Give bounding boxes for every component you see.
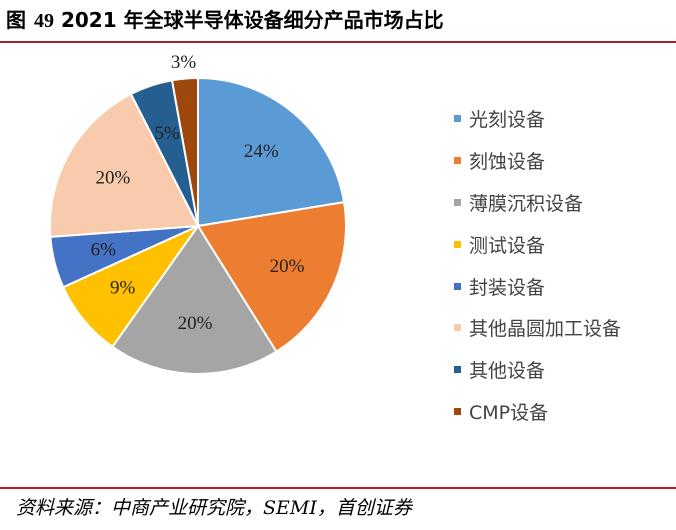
pie-slice-6: [49, 92, 200, 238]
legend-swatch-4: [454, 240, 461, 248]
legend-swatch-5: [454, 282, 461, 290]
legend-label-6: 其他晶圆加工设备: [469, 318, 622, 341]
pie-chart: 24% 20% 20% 9% 6% 20% 5% 3%: [49, 52, 347, 375]
pie-slices: [49, 76, 347, 375]
pie-labels: 24% 20% 20% 9% 6% 20% 5% 3%: [91, 52, 305, 334]
figure-label: 图: [6, 8, 26, 32]
pie-label-2: 20%: [270, 256, 305, 277]
pie-slice-2: [196, 201, 347, 353]
pie-label-8: 3%: [171, 52, 197, 73]
legend-item-7: 其他设备: [454, 349, 621, 391]
pie-label-3: 20%: [178, 313, 213, 334]
legend-item-2: 刻蚀设备: [454, 140, 621, 182]
chart-title: 图 49 2021 年全球半导体设备细分产品市场占比: [6, 4, 444, 33]
legend-swatch-6: [454, 324, 461, 332]
legend-item-4: 测试设备: [454, 223, 621, 265]
legend-label-3: 薄膜沉积设备: [469, 192, 584, 215]
pie-slice-3: [111, 224, 278, 375]
figure-title-text: 2021 年全球半导体设备细分产品市场占比: [60, 8, 444, 32]
legend-label-5: 封装设备: [469, 276, 546, 299]
legend-swatch-3: [454, 198, 461, 206]
pie-label-5: 6%: [91, 240, 117, 261]
legend-label-2: 刻蚀设备: [469, 151, 546, 174]
legend: 光刻设备刻蚀设备薄膜沉积设备 测试设备封装设备其他晶圆加工设备 其他设备 CMP设备: [454, 98, 621, 432]
pie-slice-8: [170, 76, 199, 227]
legend-swatch-8: [454, 407, 461, 415]
legend-swatch-2: [454, 157, 461, 165]
title-divider: [0, 41, 676, 43]
source-note: 资料来源：中商产业研究院，SEMI，首创证券: [16, 497, 412, 519]
pie-label-1: 24%: [244, 141, 279, 162]
legend-item-8: CMP设备: [454, 391, 621, 433]
legend-swatch-1: [454, 115, 461, 123]
legend-label-8: CMP设备: [469, 401, 549, 424]
legend-item-6: 其他晶圆加工设备: [454, 307, 621, 349]
pie-label-7: 5%: [154, 123, 180, 144]
legend-label-7: 其他设备: [469, 360, 546, 383]
legend-swatch-7: [454, 366, 461, 374]
pie-label-4: 9%: [110, 278, 136, 299]
legend-item-3: 薄膜沉积设备: [454, 182, 621, 224]
legend-item-1: 光刻设备: [454, 98, 621, 140]
pie-slice-1: [197, 76, 346, 228]
legend-item-5: 封装设备: [454, 265, 621, 307]
source-divider: [0, 487, 676, 489]
legend-label-1: 光刻设备: [469, 109, 546, 132]
legend-label-4: 测试设备: [469, 234, 546, 257]
figure-number: 49: [34, 10, 54, 32]
pie-label-6: 20%: [95, 168, 130, 189]
